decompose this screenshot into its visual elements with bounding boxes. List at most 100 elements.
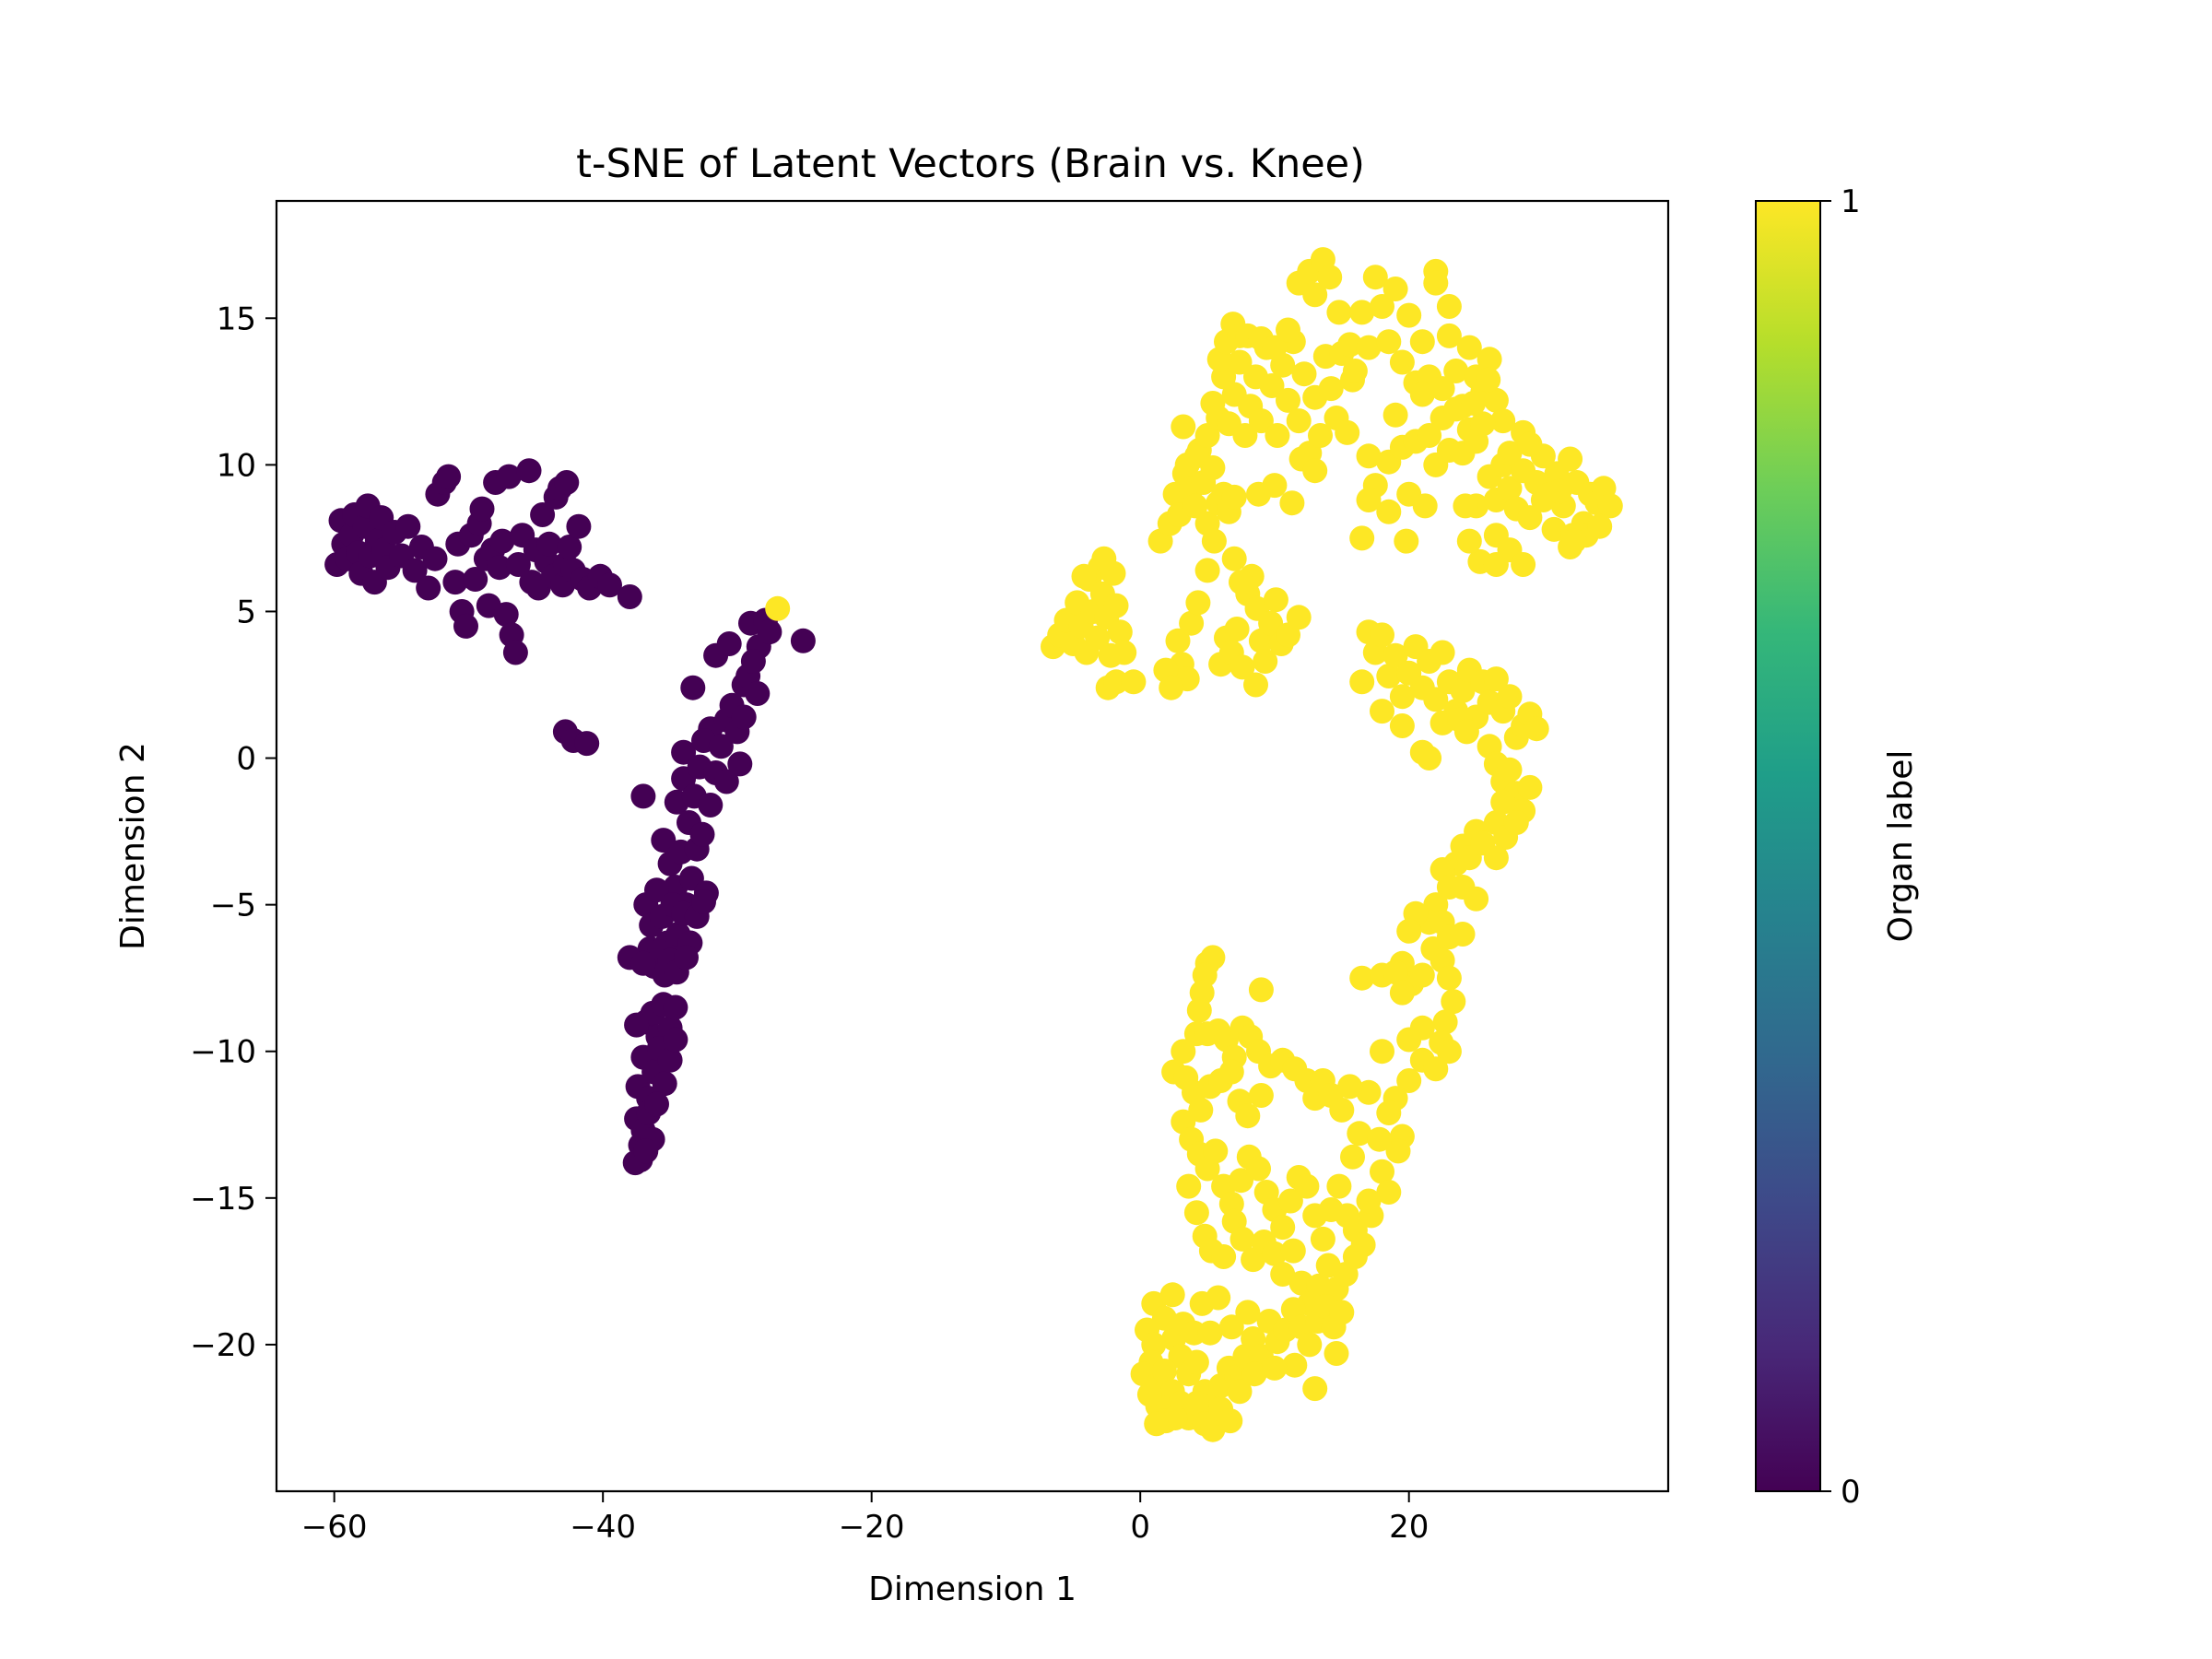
point-label-1: [1370, 699, 1394, 724]
point-label-0: [757, 619, 782, 645]
point-label-1: [1370, 294, 1394, 319]
point-label-1: [1253, 649, 1278, 674]
point-label-1: [1171, 414, 1196, 440]
point-label-1: [1389, 349, 1415, 375]
colorbar-tick-label: 0: [1841, 1474, 1861, 1511]
point-label-0: [624, 1012, 650, 1038]
point-label-1: [1382, 959, 1408, 985]
point-label-1: [1558, 446, 1583, 472]
point-label-1: [1396, 918, 1422, 944]
point-label-0: [708, 734, 734, 759]
point-label-1: [1179, 610, 1205, 636]
point-label-1: [1490, 789, 1516, 815]
point-label-0: [442, 570, 468, 595]
colorbar-label: Organ label: [1882, 750, 1920, 943]
point-label-1: [1587, 513, 1613, 539]
x-tick-label: 0: [1130, 1509, 1150, 1546]
point-label-1: [1227, 349, 1253, 375]
point-label-0: [516, 458, 542, 484]
point-label-0: [422, 546, 448, 571]
point-label-1: [1541, 516, 1567, 542]
point-label-1: [1136, 1382, 1162, 1407]
y-tick-label: −5: [210, 888, 256, 924]
point-label-1: [1483, 845, 1509, 871]
point-label-0: [597, 572, 622, 598]
point-label-0: [395, 513, 421, 539]
point-label-1: [1376, 329, 1402, 355]
point-label-1: [1483, 552, 1509, 577]
point-label-0: [630, 950, 656, 976]
point-label-1: [1389, 980, 1415, 1006]
point-label-0: [790, 628, 816, 653]
point-label-1: [1326, 300, 1352, 325]
y-tick-label: 10: [217, 447, 256, 484]
point-label-0: [463, 567, 488, 592]
point-label-1: [1185, 590, 1211, 616]
point-label-0: [453, 613, 478, 639]
point-label-1: [1183, 1391, 1209, 1416]
point-label-0: [691, 889, 716, 914]
point-label-1: [1396, 302, 1422, 328]
point-label-1: [1503, 810, 1529, 835]
point-label-1: [1349, 525, 1375, 551]
point-label-1: [1349, 669, 1375, 695]
point-label-1: [1241, 1361, 1267, 1387]
point-label-1: [1329, 1097, 1355, 1123]
point-label-1: [1318, 376, 1344, 402]
point-label-1: [1258, 610, 1284, 636]
point-label-1: [1349, 965, 1375, 991]
point-label-1: [1159, 1282, 1185, 1308]
point-label-1: [1183, 1200, 1209, 1226]
point-label-1: [1248, 1083, 1274, 1108]
point-label-1: [1176, 1173, 1202, 1199]
point-label-1: [1221, 546, 1247, 571]
point-label-1: [1412, 493, 1438, 519]
point-label-1: [1262, 335, 1288, 360]
point-label-0: [502, 640, 528, 665]
point-label-1: [1317, 265, 1343, 290]
point-label-1: [1107, 619, 1133, 645]
point-label-1: [1227, 1379, 1253, 1405]
point-label-0: [689, 821, 715, 847]
y-tick-label: 0: [236, 741, 256, 778]
point-label-1: [1477, 347, 1502, 372]
point-label-1: [1224, 617, 1250, 641]
point-label-1: [1162, 1406, 1188, 1430]
point-label-1: [1159, 675, 1184, 700]
point-label-1: [1270, 1262, 1296, 1287]
point-label-0: [740, 649, 766, 674]
point-label-1: [1423, 1056, 1449, 1082]
point-label-1: [1453, 719, 1479, 745]
point-label-1: [1112, 640, 1137, 665]
point-label-1: [1356, 488, 1382, 512]
point-label-1: [1218, 1314, 1244, 1340]
point-label-1: [1389, 684, 1415, 710]
point-label-0: [489, 528, 515, 554]
point-label-1: [1385, 1138, 1411, 1164]
point-label-1: [1497, 441, 1523, 466]
point-label-0: [436, 464, 462, 489]
point-label-1: [765, 595, 791, 621]
point-label-1: [1464, 886, 1489, 912]
x-tick-label: −20: [839, 1509, 905, 1546]
point-label-0: [663, 1027, 688, 1053]
point-label-1: [1389, 713, 1415, 738]
point-label-1: [1230, 654, 1255, 680]
point-label-1: [1263, 587, 1288, 613]
y-axis-ticks: −20 −15 −10 −5 0 5 10 15: [190, 300, 276, 1364]
point-label-1: [1432, 1009, 1458, 1035]
point-label-1: [1453, 493, 1478, 519]
point-label-1: [1211, 1244, 1237, 1269]
point-label-1: [1297, 1332, 1323, 1358]
point-label-1: [1121, 669, 1147, 695]
points-layer: [324, 247, 1623, 1442]
point-label-1: [1417, 423, 1442, 448]
point-label-1: [1517, 774, 1543, 800]
point-label-1: [1356, 1079, 1382, 1105]
point-label-1: [1183, 443, 1209, 469]
point-label-1: [1436, 1039, 1462, 1065]
point-label-1: [1470, 411, 1496, 437]
point-label-1: [1326, 1173, 1352, 1199]
y-tick-label: −15: [190, 1181, 256, 1218]
